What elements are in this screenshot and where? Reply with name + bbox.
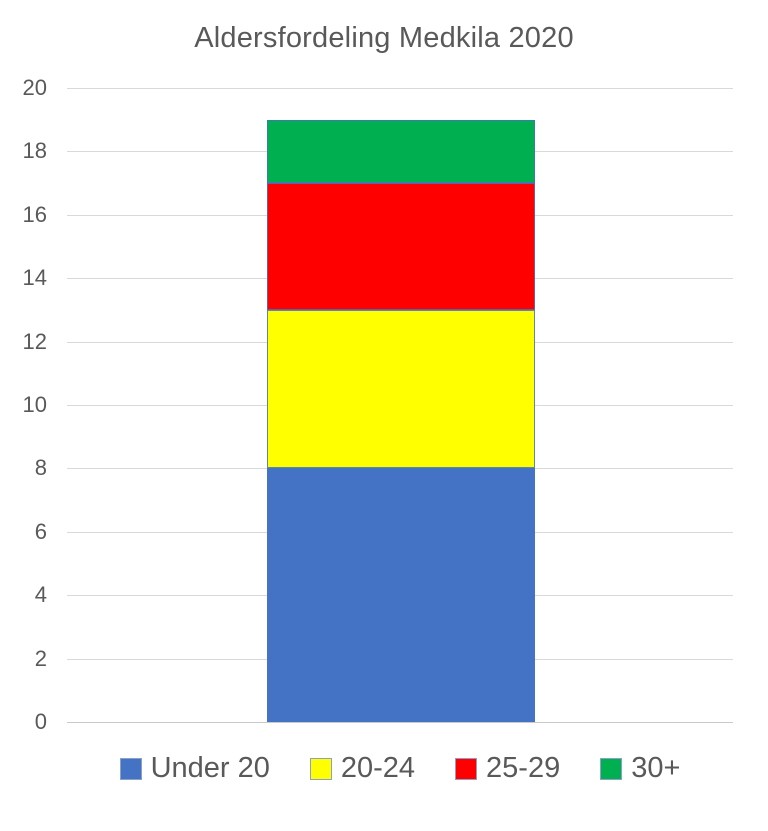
bar-segment-30 xyxy=(267,119,535,184)
stacked-bar xyxy=(267,88,535,722)
y-axis-tick-label: 16 xyxy=(22,201,47,227)
legend-swatch-30 xyxy=(600,757,623,780)
legend-item-25-29: 25-29 xyxy=(455,752,560,785)
y-axis-tick-label: 20 xyxy=(22,75,47,100)
y-axis-tick-label: 6 xyxy=(34,518,47,544)
legend: Under 20 20-24 25-29 30+ xyxy=(67,752,733,785)
bar-segment-25-29 xyxy=(267,183,535,310)
legend-swatch-under-20 xyxy=(119,757,142,780)
bar-segment-20-24 xyxy=(267,309,535,469)
legend-label: 20-24 xyxy=(340,752,416,784)
y-axis-tick-label: 10 xyxy=(22,392,47,417)
legend-label: Under 20 xyxy=(150,752,270,784)
gridline xyxy=(67,88,733,89)
x-axis-line xyxy=(67,722,733,723)
y-axis-tick-label: 12 xyxy=(22,328,47,354)
legend-label: 25-29 xyxy=(486,752,561,784)
y-axis-tick-label: 18 xyxy=(22,138,47,164)
legend-swatch-20-24 xyxy=(309,757,332,780)
legend-label: 30+ xyxy=(631,752,681,784)
y-axis-tick-label: 4 xyxy=(34,582,47,608)
bar-segment-under-20 xyxy=(267,468,535,722)
y-axis-tick-label: 2 xyxy=(34,645,47,671)
y-axis-tick-label: 0 xyxy=(34,709,47,734)
legend-swatch-25-29 xyxy=(455,757,478,780)
legend-item-20-24: 20-24 xyxy=(309,752,416,785)
plot-area xyxy=(67,88,733,723)
legend-item-30: 30+ xyxy=(600,752,680,785)
y-axis-tick-label: 14 xyxy=(22,265,47,291)
legend-item-under-20: Under 20 xyxy=(119,752,270,785)
y-axis-tick-label: 8 xyxy=(34,455,47,481)
chart-title: Aldersfordeling Medkila 2020 xyxy=(194,22,574,54)
